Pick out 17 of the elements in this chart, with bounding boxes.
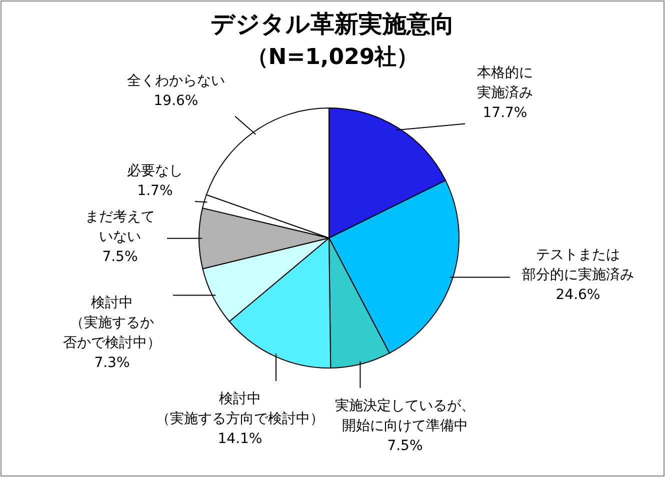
slice-label: 全くわからない: [127, 73, 225, 89]
data-label: 24.6%: [556, 287, 600, 303]
data-label: 7.3%: [94, 355, 130, 371]
data-label: 14.1%: [218, 431, 262, 447]
slice-label: 必要なし: [127, 163, 183, 179]
chart-title: デジタル革新実施意向: [210, 10, 454, 38]
slice-label: 本格的に実施済み: [477, 65, 533, 101]
slice-label: テストまたは部分的に実施済み: [522, 247, 634, 283]
slice-label: まだ考えていない: [85, 209, 155, 245]
slice-label: 実施決定しているが、開始に向けて準備中: [335, 398, 475, 434]
slice-label: 検討中（実施する方向で検討中）: [156, 391, 324, 427]
data-label: 7.5%: [102, 249, 138, 265]
data-label: 1.7%: [137, 183, 173, 199]
slice-label: 検討中（実施するか否かで検討中）: [63, 295, 161, 351]
data-label: 19.6%: [154, 93, 198, 109]
data-label: 17.7%: [482, 105, 528, 121]
data-label: 7.5%: [387, 438, 423, 454]
